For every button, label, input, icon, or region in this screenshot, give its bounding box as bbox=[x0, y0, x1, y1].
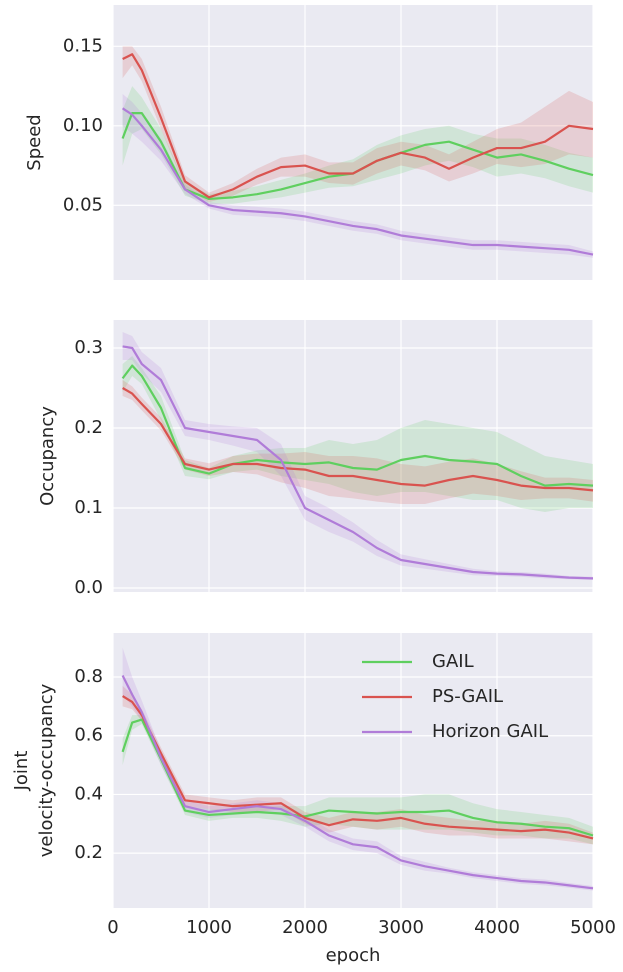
confidence-band bbox=[122, 332, 593, 580]
x-tick-label: 0 bbox=[107, 917, 118, 938]
plot-background bbox=[113, 5, 593, 280]
confidence-band bbox=[122, 380, 593, 504]
x-tick-label: 1000 bbox=[186, 917, 232, 938]
y-tick-label: 0.2 bbox=[74, 842, 103, 863]
y-axis-label: Joint bbox=[11, 751, 32, 792]
series-line bbox=[122, 387, 594, 492]
y-tick-label: 0.0 bbox=[74, 577, 103, 598]
plot-background bbox=[113, 633, 593, 908]
x-tick-label: 3000 bbox=[378, 917, 424, 938]
legend-label: PS-GAIL bbox=[432, 686, 503, 707]
y-tick-label: 0.2 bbox=[74, 417, 103, 438]
legend-label: GAIL bbox=[432, 651, 474, 672]
confidence-band bbox=[122, 94, 593, 258]
legend-label: Horizon GAIL bbox=[432, 721, 548, 742]
x-axis-label: epoch bbox=[326, 945, 381, 966]
x-tick-label: 2000 bbox=[282, 917, 328, 938]
y-tick-label: 0.05 bbox=[63, 194, 103, 215]
series-line bbox=[122, 345, 594, 580]
y-tick-label: 0.8 bbox=[74, 666, 103, 687]
y-tick-label: 0.1 bbox=[74, 497, 103, 518]
y-axis-label: velocity-occupancy bbox=[36, 683, 57, 857]
series-line bbox=[121, 718, 594, 837]
y-tick-label: 0.4 bbox=[74, 783, 103, 804]
series-line bbox=[121, 107, 594, 256]
y-tick-label: 0.3 bbox=[74, 337, 103, 358]
series-line bbox=[121, 111, 594, 201]
y-tick-label: 0.10 bbox=[63, 115, 103, 136]
confidence-band bbox=[122, 356, 593, 512]
x-tick-label: 5000 bbox=[570, 917, 616, 938]
confidence-band bbox=[122, 46, 593, 203]
series-line bbox=[122, 53, 594, 199]
confidence-band bbox=[122, 86, 593, 204]
plot-background bbox=[113, 320, 593, 592]
series-line bbox=[121, 364, 594, 487]
y-tick-label: 0.6 bbox=[74, 725, 103, 746]
y-axis-label: Occupancy bbox=[37, 406, 58, 506]
x-tick-label: 4000 bbox=[474, 917, 520, 938]
y-tick-label: 0.15 bbox=[63, 35, 103, 56]
series-line bbox=[122, 695, 594, 840]
y-axis-label: Speed bbox=[24, 114, 45, 170]
confidence-band bbox=[122, 647, 593, 891]
series-line bbox=[121, 675, 594, 890]
